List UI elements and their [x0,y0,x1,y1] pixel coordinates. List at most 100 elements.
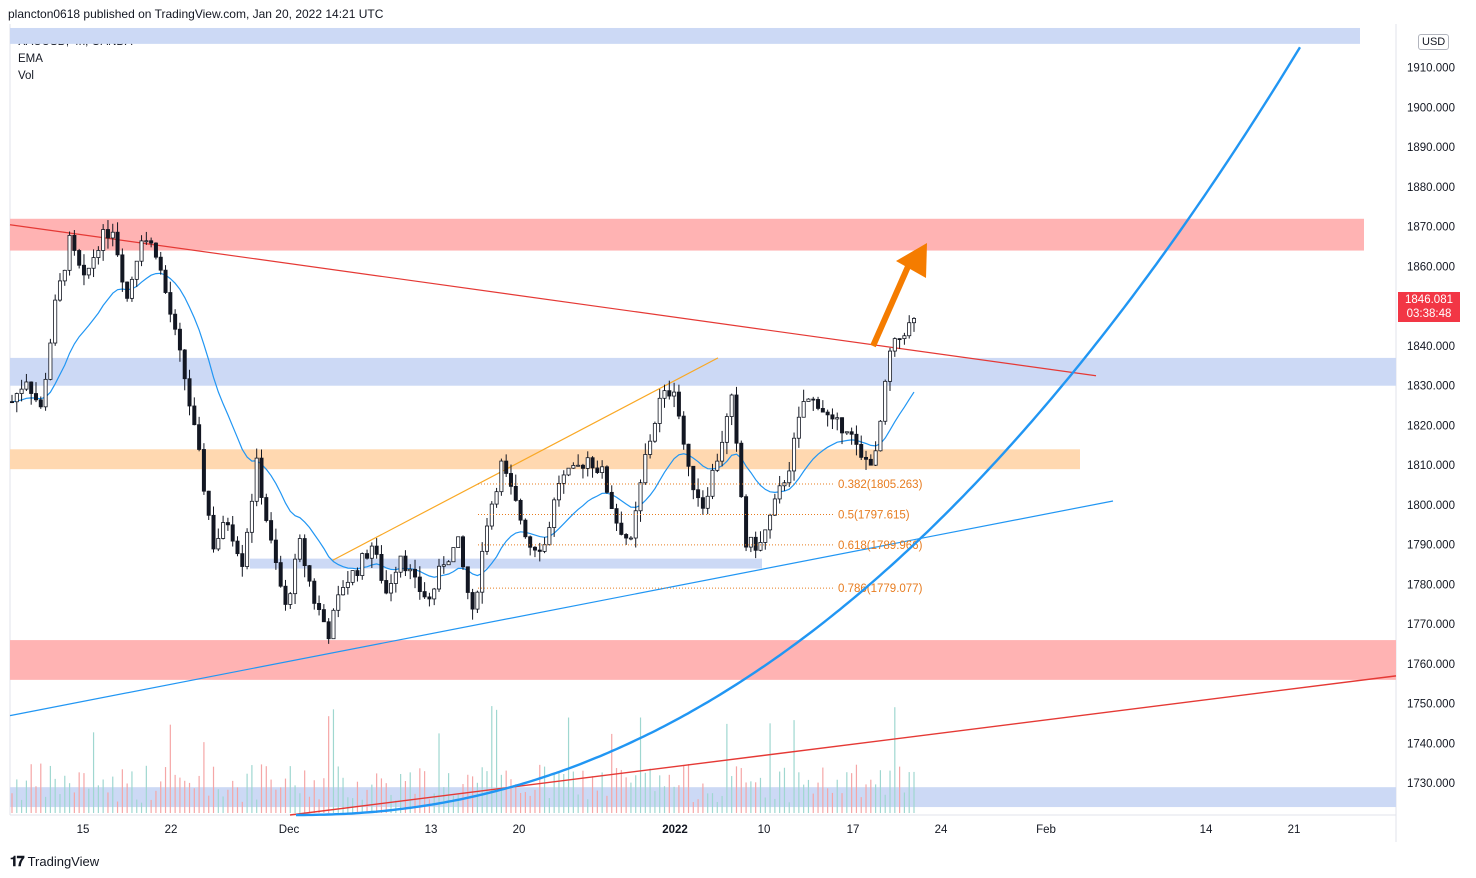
candle-body [796,416,801,439]
candle-body [86,267,91,276]
candle-body [816,399,821,409]
candle-body [206,490,211,516]
x-tick-label: 10 [758,824,771,836]
candle-body [537,549,542,552]
candle-body [43,378,48,408]
candle-body [748,536,753,548]
candle-body [777,485,782,500]
candle-body [417,576,422,592]
candle-body [710,469,715,497]
candle-body [657,397,662,424]
y-tick-label: 1750.000 [1407,699,1455,711]
candle-body [556,483,561,501]
candle-body [336,594,341,611]
candle-body [528,536,533,548]
candle-body [720,441,725,462]
channel-line [331,357,719,562]
candle-body [801,401,806,418]
candle-body [494,491,499,505]
y-tick-label: 1800.000 [1407,500,1455,512]
candle-body [398,555,403,573]
brand-label: TradingView [27,854,100,869]
candle-body [19,388,24,394]
y-tick-label: 1900.000 [1407,102,1455,114]
currency-badge[interactable]: USD [1418,34,1450,50]
x-axis: 15 22 Dec 13 20 2022 10 17 24 Feb 14 21 [77,824,1301,836]
candle-body [547,527,552,546]
candle-body [532,546,537,551]
candle-body [672,391,677,397]
volume-indicator-label[interactable]: Vol [18,70,34,82]
y-tick-label: 1820.000 [1407,420,1455,432]
candle-body [883,380,888,422]
candle-body [633,510,638,539]
candle-body [125,281,130,299]
candle-body [441,564,446,567]
candle-body [110,231,115,239]
candle-body [293,558,298,595]
candle-body [715,460,720,471]
candle-body [859,443,864,458]
candle-body [283,585,288,605]
candle-body [734,394,739,444]
candle-body [868,458,873,466]
y-tick-label: 1910.000 [1407,63,1455,75]
candle-body [177,328,182,351]
candle-body [624,534,629,539]
fib-level-label: 0.618(1789.966) [838,540,923,552]
candle-body [33,393,38,401]
candle-body [744,496,749,548]
resistance-zone-lower [10,640,1396,680]
candle-body [254,457,259,502]
y-tick-label: 1810.000 [1407,460,1455,472]
y-tick-label: 1780.000 [1407,579,1455,591]
candle-body [216,538,221,550]
candle-body [187,378,192,407]
candle-body [892,338,897,352]
candle-body [29,381,34,394]
candle-body [139,240,144,262]
candle-body [211,514,216,550]
candle-body [408,568,413,572]
candle-body [758,542,763,551]
candle-body [168,292,173,315]
candle-body [182,349,187,380]
candle-body [149,240,154,244]
candle-body [667,390,672,397]
candle-body [484,525,489,552]
footer-brand[interactable]: 𝟏𝟕 TradingView [10,853,99,870]
candle-body [134,260,139,280]
ema-indicator-label[interactable]: EMA [18,53,43,65]
y-tick-label: 1880.000 [1407,182,1455,194]
candle-body [153,242,158,258]
candle-body [614,508,619,524]
candle-body [230,524,235,542]
candle-body [864,456,869,460]
candle-body [691,465,696,491]
x-tick-label: 14 [1200,824,1213,836]
candle-body [341,587,346,596]
candle-body [379,553,384,581]
y-tick-label: 1870.000 [1407,222,1455,234]
candle-body [129,278,134,299]
candle-body [561,474,566,484]
y-tick-label: 1770.000 [1407,619,1455,631]
candle-body [508,473,513,487]
candle-body [907,322,912,337]
candle-body [105,229,110,239]
candle-body [389,583,394,594]
tradingview-logo-icon: 𝟏𝟕 [10,853,25,869]
candle-body [792,437,797,472]
candle-body [144,240,149,243]
candle-body [115,231,120,256]
candle-body [460,536,465,568]
candle-body [14,393,19,403]
x-tick-label: 15 [77,824,90,836]
candle-body [475,591,480,610]
breakout-arrow [870,243,927,348]
candle-body [345,581,350,588]
candle-body [513,485,518,501]
support-zone-top [10,27,1360,44]
candle-body [101,229,106,251]
